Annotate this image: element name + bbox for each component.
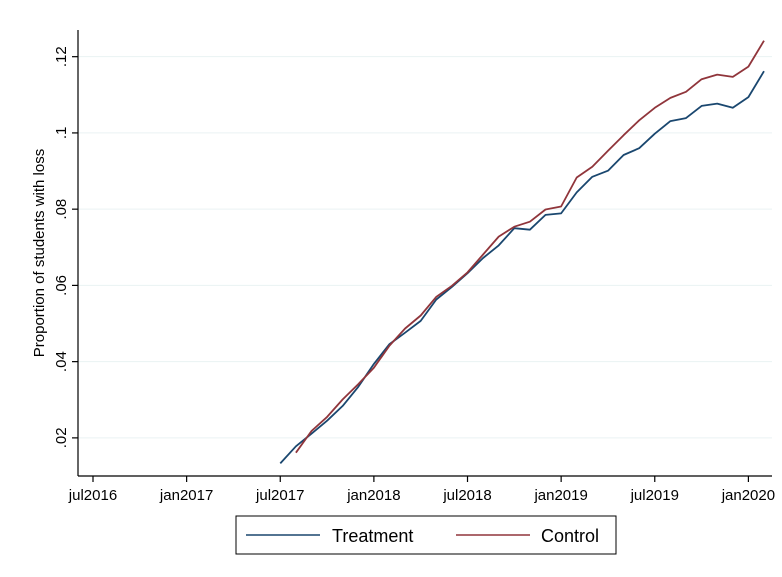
- x-axis-ticks: jul2016 jan2017 jul2017 jan2018 jul2018 jan20…: [68, 476, 775, 504]
- legend: Treatment Control: [235, 515, 617, 555]
- legend-label-treatment: Treatment: [332, 526, 413, 546]
- y-tick-label: .08: [53, 199, 70, 220]
- x-tick-label: jul2016: [68, 487, 117, 504]
- y-tick-label: .02: [53, 427, 70, 448]
- x-tick-label: jul2018: [442, 487, 491, 504]
- x-tick-label: jan2018: [346, 487, 400, 504]
- series-line-treatment: [279, 70, 765, 465]
- y-tick-label: .06: [53, 275, 70, 296]
- x-tick-label: jul2017: [255, 487, 304, 504]
- y-tick-label: .1: [53, 127, 70, 140]
- y-tick-label: .04: [53, 351, 70, 372]
- x-tick-label: jan2017: [159, 487, 213, 504]
- x-tick-label: jan2020: [721, 487, 775, 504]
- gridlines: [78, 56, 772, 439]
- x-tick-label: jul2019: [630, 487, 679, 504]
- series-lines: [279, 40, 765, 465]
- series-line-control: [295, 40, 765, 454]
- legend-label-control: Control: [541, 526, 599, 546]
- x-tick-label: jan2019: [533, 487, 587, 504]
- y-axis-label: Proportion of students with loss: [31, 149, 48, 357]
- y-axis-ticks: .02 .04 .06 .08 .1 .12: [53, 46, 78, 448]
- y-tick-label: .12: [53, 46, 70, 67]
